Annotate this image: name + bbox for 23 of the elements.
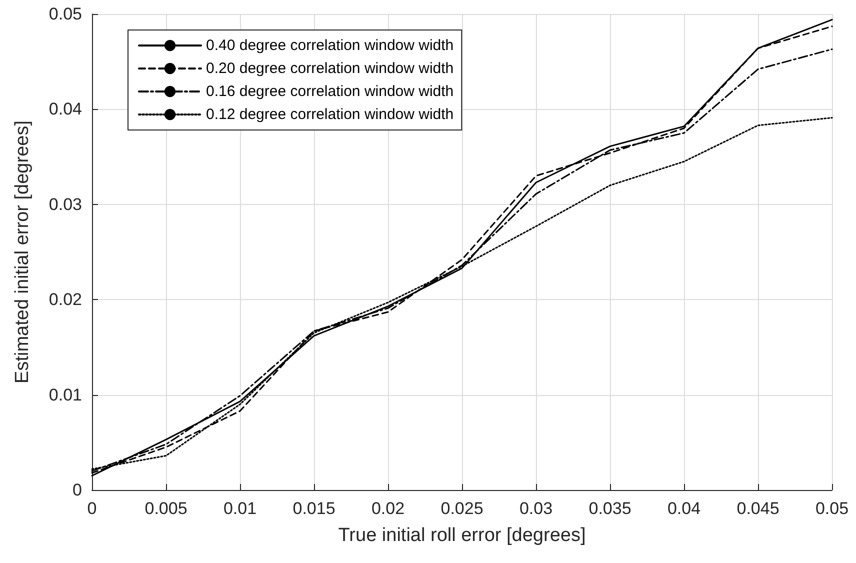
x-tick-label: 0.025 <box>440 499 484 518</box>
y-tick-label: 0.03 <box>48 194 82 214</box>
legend-label: 0.40 degree correlation window width <box>206 37 454 54</box>
y-tick-label: 0.01 <box>48 385 82 404</box>
x-tick-label: 0.05 <box>815 499 849 518</box>
y-axis-title: Estimated initial error [degrees] <box>12 120 33 384</box>
x-tick-label: 0.035 <box>588 499 632 518</box>
y-tick-label: 0.02 <box>48 290 82 310</box>
legend-label: 0.16 degree correlation window width <box>206 83 454 100</box>
x-tick-label: 0.015 <box>292 499 336 518</box>
x-tick-label: 0.04 <box>667 499 701 518</box>
x-tick-label: 0.01 <box>223 499 257 518</box>
x-tick-label: 0.03 <box>519 499 553 518</box>
legend-label: 0.20 degree correlation window width <box>206 60 454 77</box>
x-tick-label: 0.02 <box>371 499 405 518</box>
legend-label: 0.12 degree correlation window width <box>206 106 454 123</box>
y-tick-label: 0 <box>72 480 82 500</box>
y-tick-label: 0.04 <box>48 100 82 119</box>
x-tick-label: 0 <box>87 499 97 518</box>
x-tick-label: 0.005 <box>144 499 188 518</box>
y-tick-label: 0.05 <box>48 4 82 24</box>
x-axis-title: True initial roll error [degrees] <box>338 525 586 546</box>
x-tick-label: 0.045 <box>736 499 780 518</box>
